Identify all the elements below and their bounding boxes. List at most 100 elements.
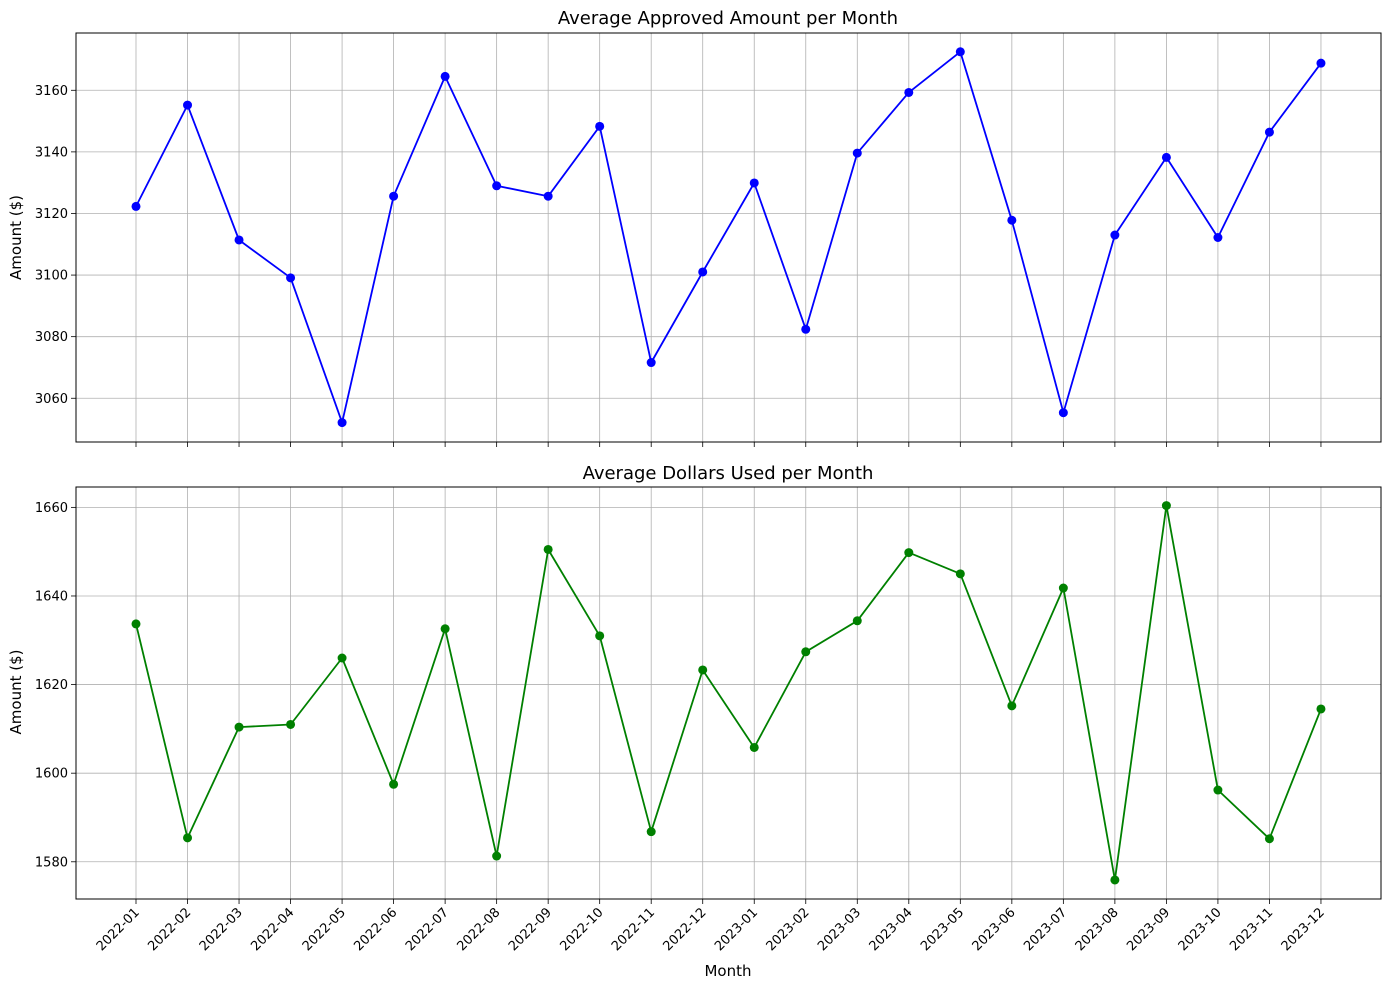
x-tick-label: 2023-09 (1124, 905, 1173, 954)
data-point (1316, 58, 1326, 68)
data-point (1264, 834, 1274, 844)
x-tick-label: 2023-01 (712, 905, 761, 954)
x-tick-label: 2023-04 (867, 905, 916, 954)
y-tick-label: 3060 (35, 392, 68, 407)
data-point (749, 178, 759, 188)
x-tick-label: 2022-06 (351, 905, 400, 954)
data-point (955, 569, 965, 579)
axis-ticks: 2022-01 2022-02 2022-03 2022-04 2022-05 2022-… (35, 501, 1328, 954)
y-tick-label: 3080 (35, 330, 68, 345)
data-point (1058, 583, 1068, 593)
data-point (440, 71, 450, 81)
data-point (492, 851, 502, 861)
x-tick-label: 2023-02 (764, 905, 813, 954)
x-axis-label: Month (704, 962, 751, 980)
x-tick-label: 2022-10 (557, 905, 606, 954)
y-tick-label: 1640 (35, 589, 68, 604)
x-tick-label: 2022-02 (145, 905, 194, 954)
y-tick-label: 3160 (35, 84, 68, 99)
data-point (389, 191, 399, 201)
data-point (1161, 501, 1171, 511)
data-point (852, 616, 862, 626)
chart-title: Average Dollars Used per Month (583, 463, 874, 484)
x-tick-label: 2022-03 (197, 905, 246, 954)
data-point (131, 619, 141, 629)
data-point (595, 631, 605, 641)
data-point (543, 544, 553, 554)
approved-amount-chart: Average Approved Amount per Month Amount… (7, 8, 1382, 447)
data-point (234, 235, 244, 245)
x-tick-label: 2022-07 (403, 905, 452, 954)
data-point (183, 100, 193, 110)
data-point (543, 191, 553, 201)
grid-lines (76, 487, 1381, 899)
x-tick-label: 2022-11 (609, 905, 658, 954)
data-point (183, 833, 193, 843)
data-point (234, 722, 244, 732)
data-point (749, 742, 759, 752)
y-axis-label: Amount ($) (7, 650, 25, 735)
data-point (1110, 875, 1120, 885)
data-point (1110, 230, 1120, 240)
data-point (698, 267, 708, 277)
data-point (337, 418, 347, 428)
data-point (440, 624, 450, 634)
data-point (286, 273, 296, 283)
x-tick-label: 2023-03 (815, 905, 864, 954)
y-tick-label: 3120 (35, 207, 68, 222)
data-point (955, 47, 965, 57)
x-tick-label: 2022-12 (661, 905, 710, 954)
data-point (1316, 704, 1326, 714)
data-point (1007, 701, 1017, 711)
axes-frame (75, 32, 1382, 443)
data-point (1007, 215, 1017, 225)
y-tick-label: 1660 (35, 501, 68, 516)
x-tick-label: 2022-05 (300, 905, 349, 954)
plot-area (131, 501, 1326, 885)
data-point (131, 201, 141, 211)
data-point (852, 148, 862, 158)
y-tick-label: 1620 (35, 678, 68, 693)
x-tick-label: 2023-06 (970, 905, 1019, 954)
axes-frame (75, 486, 1382, 900)
x-tick-label: 2022-01 (94, 905, 143, 954)
data-point (492, 181, 502, 191)
x-tick-label: 2023-10 (1176, 905, 1225, 954)
data-point (1213, 785, 1223, 795)
data-point (337, 653, 347, 663)
data-point (904, 548, 914, 558)
series-line (135, 504, 1322, 881)
x-tick-label: 2023-07 (1021, 905, 1070, 954)
y-tick-label: 3100 (35, 269, 68, 284)
y-tick-label: 1580 (35, 855, 68, 870)
grid-lines (76, 33, 1381, 442)
x-tick-label: 2023-05 (918, 905, 967, 954)
plot-area (131, 47, 1326, 428)
x-tick-label: 2022-09 (506, 905, 555, 954)
x-tick-label: 2022-08 (454, 905, 503, 954)
x-tick-label: 2022-04 (248, 905, 297, 954)
y-axis-label: Amount ($) (7, 195, 25, 280)
data-point (1058, 408, 1068, 418)
y-tick-label: 1600 (35, 767, 68, 782)
data-point (389, 779, 399, 789)
data-point (646, 827, 656, 837)
data-point (1264, 127, 1274, 137)
x-tick-label: 2023-11 (1227, 905, 1276, 954)
series-line (135, 50, 1322, 424)
data-point (904, 87, 914, 97)
data-point (698, 665, 708, 675)
data-point (1161, 152, 1171, 162)
y-tick-label: 3140 (35, 145, 68, 160)
data-point (801, 324, 811, 334)
chart-title: Average Approved Amount per Month (558, 8, 898, 29)
x-tick-label: 2023-12 (1279, 905, 1328, 954)
data-point (646, 358, 656, 368)
data-point (1213, 233, 1223, 242)
data-point (801, 647, 811, 657)
x-tick-label: 2023-08 (1073, 905, 1122, 954)
axis-ticks: 3060 3080 3100 3120 3140 3160 (35, 84, 1322, 447)
dollars-used-chart: Average Dollars Used per Month Amount ($… (7, 463, 1382, 980)
data-point (286, 719, 296, 729)
